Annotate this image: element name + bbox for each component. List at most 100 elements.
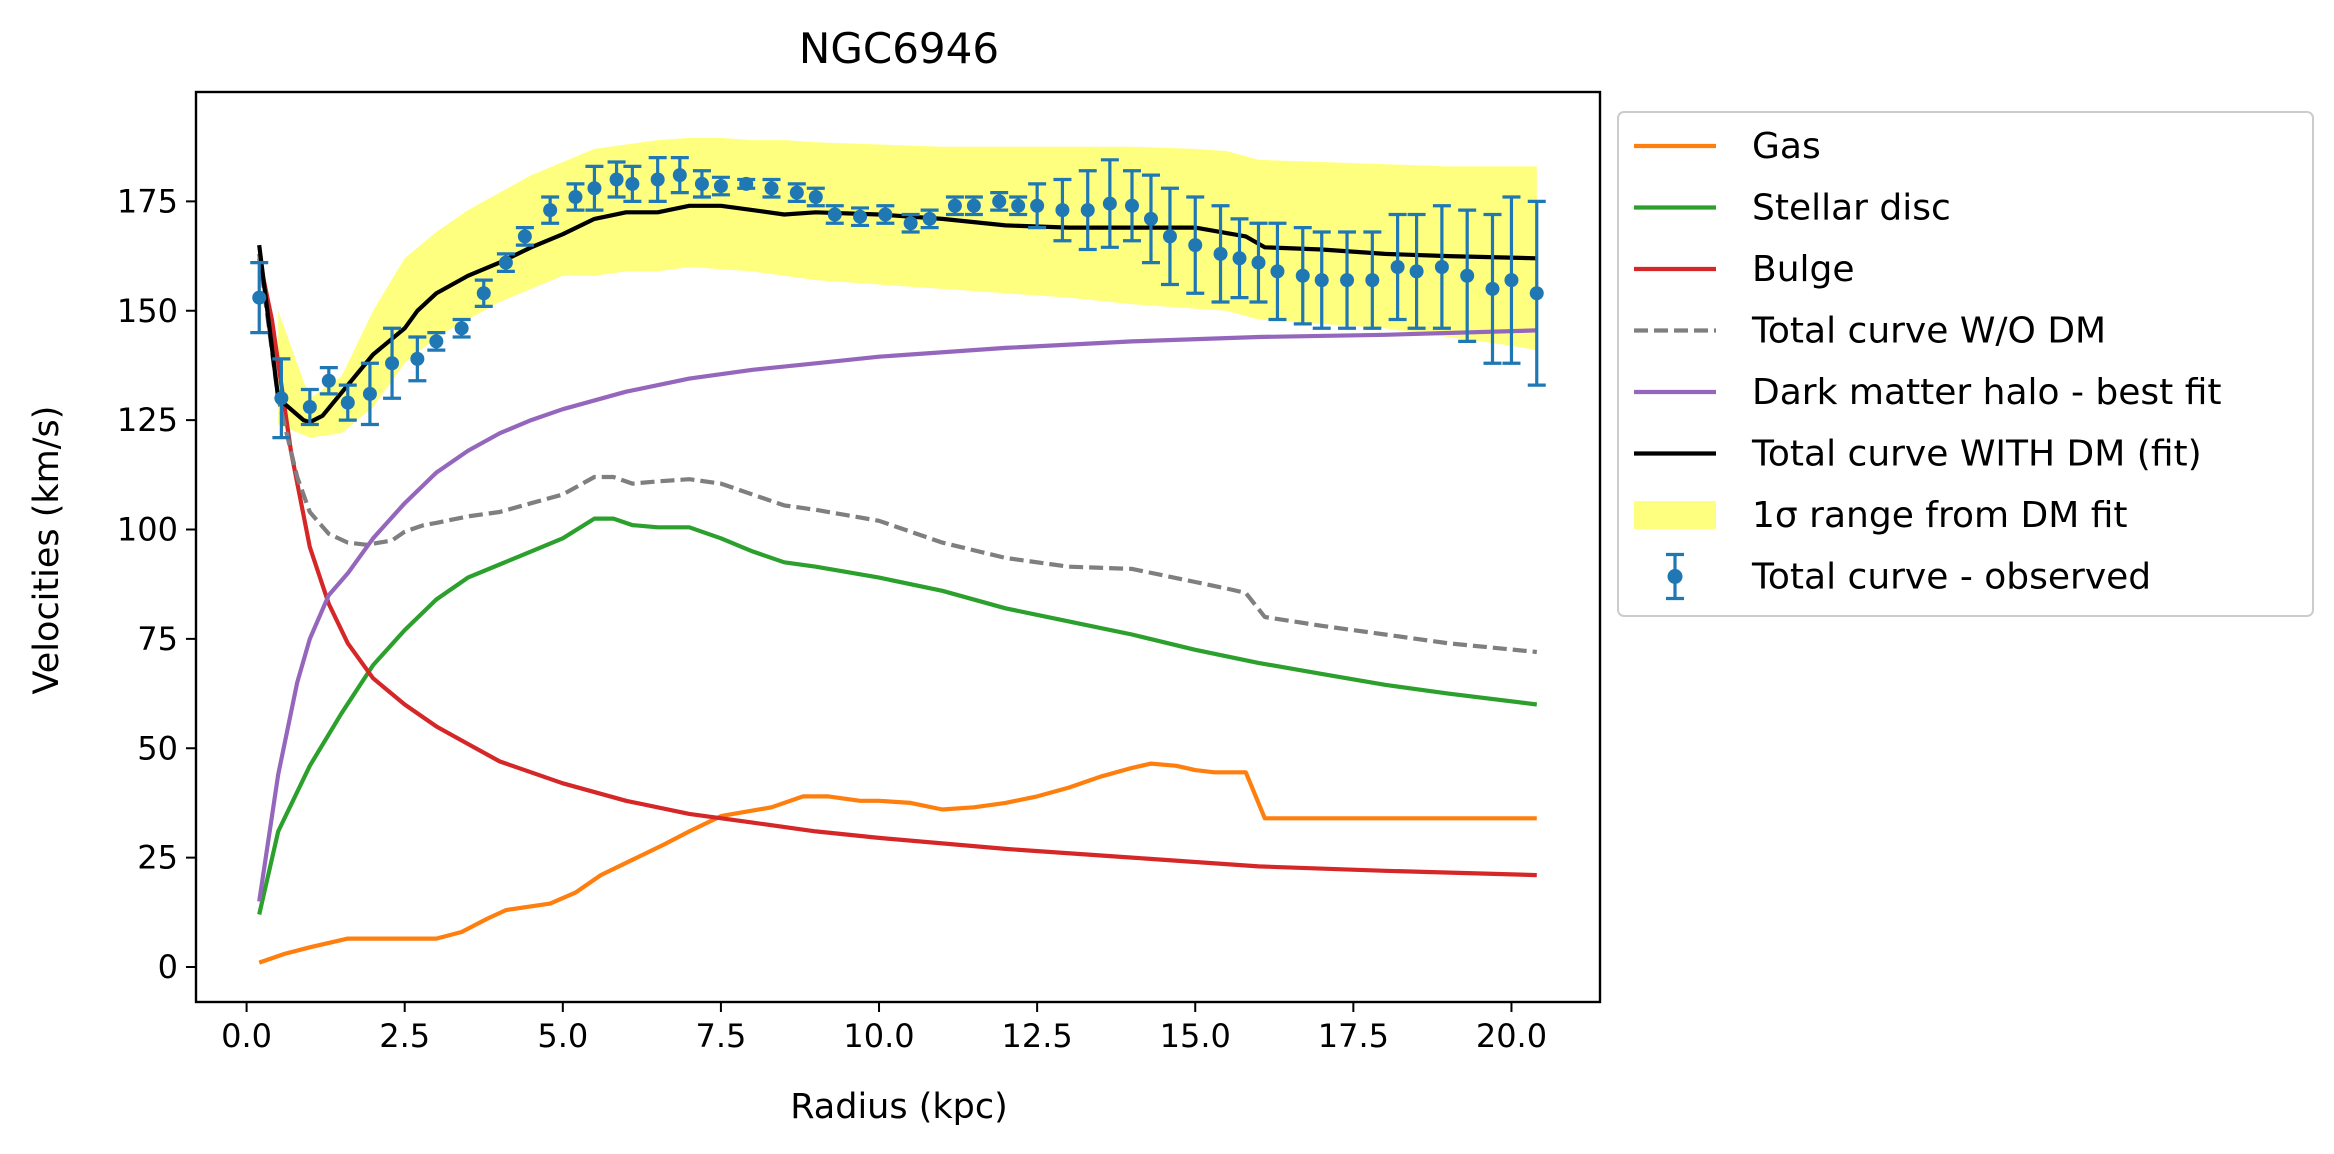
observed-point xyxy=(1211,204,1230,304)
observed-point xyxy=(737,176,756,191)
legend-label: Gas xyxy=(1752,126,1821,167)
x-tick-label: 15.0 xyxy=(1160,1017,1231,1055)
y-tick-label: 100 xyxy=(117,511,178,549)
observed-marker xyxy=(764,181,779,196)
observed-marker xyxy=(922,211,937,226)
series-line-bulge xyxy=(257,257,1537,878)
x-tick-label: 2.5 xyxy=(379,1017,430,1055)
observed-point xyxy=(408,335,427,383)
observed-point xyxy=(623,164,642,203)
observed-point xyxy=(1141,173,1160,265)
legend-item-total-curve-w-o-dm: Total curve W/O DM xyxy=(1634,311,2106,352)
observed-point xyxy=(876,204,895,225)
observed-marker xyxy=(568,190,583,204)
observed-point xyxy=(250,261,269,335)
observed-marker xyxy=(429,334,444,349)
observed-point xyxy=(806,186,825,208)
observed-marker xyxy=(808,190,823,204)
legend-swatch xyxy=(1634,501,1716,529)
legend-box xyxy=(1617,111,2314,617)
observed-marker xyxy=(1188,238,1203,253)
observed-marker xyxy=(1080,203,1095,218)
axes-frame xyxy=(194,90,1602,1004)
plot-area: 0.0 2.5 5.0 7.5 10.0 12.5 15.0 17.5 20.0 0 25 50 75 1… xyxy=(117,90,1602,1055)
observed-point xyxy=(851,206,870,228)
observed-marker xyxy=(543,203,558,218)
observed-point xyxy=(1388,212,1407,322)
observed-marker xyxy=(713,179,728,194)
observed-marker xyxy=(650,172,665,187)
y-tick-label: 125 xyxy=(117,401,178,439)
observed-marker xyxy=(517,229,532,244)
legend-item-dark-matter-halo-best-fit: Dark matter halo - best fit xyxy=(1634,372,2222,413)
y-tick-label: 25 xyxy=(137,839,178,877)
observed-point xyxy=(272,357,291,440)
observed-point xyxy=(541,195,560,225)
observed-marker xyxy=(362,386,377,401)
observed-marker xyxy=(498,255,513,270)
observed-point xyxy=(319,366,338,396)
observed-marker xyxy=(789,185,804,200)
observed-point xyxy=(787,182,806,203)
observed-marker xyxy=(1251,255,1266,270)
x-tick-label: 0.0 xyxy=(221,1017,272,1055)
observed-marker xyxy=(853,209,868,224)
observed-marker xyxy=(1295,268,1310,283)
observed-marker xyxy=(966,198,981,213)
observed-point xyxy=(1338,230,1357,330)
observed-marker xyxy=(625,176,640,191)
observed-point xyxy=(1502,195,1521,365)
y-tick-label: 150 xyxy=(117,292,178,330)
observed-point xyxy=(945,195,964,217)
legend-label: Stellar disc xyxy=(1752,188,1951,229)
observed-point xyxy=(920,208,939,230)
observed-marker xyxy=(385,356,400,371)
observed-marker xyxy=(1143,211,1158,226)
observed-point xyxy=(964,195,983,217)
observed-marker xyxy=(1213,246,1228,261)
observed-point xyxy=(1123,169,1141,243)
x-tick-label: 12.5 xyxy=(1002,1017,1073,1055)
observed-point xyxy=(990,191,1009,212)
observed-marker xyxy=(1030,198,1045,213)
plot-marks xyxy=(250,137,1546,965)
observed-point xyxy=(1268,221,1287,322)
observed-marker xyxy=(903,216,918,231)
observed-marker xyxy=(476,286,491,301)
legend-label: Dark matter halo - best fit xyxy=(1752,372,2222,413)
observed-point xyxy=(670,156,689,195)
y-tick-label: 75 xyxy=(137,620,178,658)
observed-marker xyxy=(252,290,267,305)
observed-marker xyxy=(587,181,602,196)
observed-point xyxy=(383,326,402,400)
observed-marker xyxy=(609,172,624,187)
observed-point xyxy=(1407,212,1426,330)
legend-swatch-marker xyxy=(1667,569,1683,584)
observed-marker xyxy=(1409,264,1424,279)
observed-marker xyxy=(827,207,842,222)
observed-point xyxy=(1160,186,1179,287)
observed-point xyxy=(1249,221,1268,304)
observed-marker xyxy=(878,207,893,222)
series-line-stellar-disc xyxy=(257,516,1538,915)
observed-point xyxy=(1230,217,1249,300)
observed-point xyxy=(300,387,319,427)
series-line-dark-matter-halo-best-fit xyxy=(257,328,1537,902)
legend-item-total-curve-observed: Total curve - observed xyxy=(1666,552,2151,601)
observed-point xyxy=(825,204,844,225)
observed-marker xyxy=(454,321,469,336)
series-line-gas xyxy=(258,761,1537,965)
y-tick-label: 175 xyxy=(117,182,178,220)
observed-point xyxy=(427,331,446,352)
observed-point xyxy=(1312,230,1331,330)
legend-label: Total curve - observed xyxy=(1751,557,2151,598)
observed-point xyxy=(1028,182,1047,230)
observed-point xyxy=(1458,208,1477,343)
observed-marker xyxy=(1055,203,1070,218)
observed-marker xyxy=(1102,196,1117,211)
x-tick-label: 5.0 xyxy=(537,1017,588,1055)
observed-point xyxy=(1432,204,1451,330)
observed-marker xyxy=(1365,273,1380,288)
observed-point xyxy=(901,212,920,234)
